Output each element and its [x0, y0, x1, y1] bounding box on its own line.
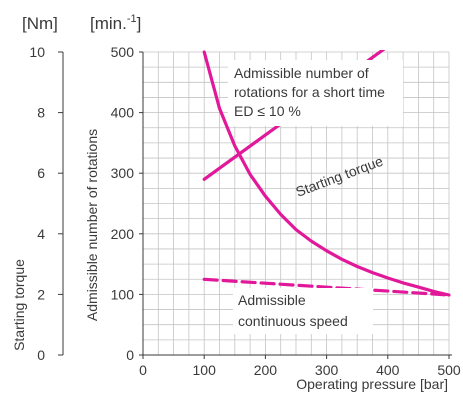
tick-labels: 0 100 200 300 400 500 0 100 200 300 400 500 0 2 4 6 8 10 [29, 44, 460, 378]
x-tick-label: 200 [254, 362, 278, 378]
rotations-tick-label: 300 [111, 165, 135, 181]
starting-torque-annotation: Starting torque [293, 153, 385, 200]
x-axis-label: Operating pressure [bar] [296, 376, 448, 392]
rotations-tick-label: 100 [111, 286, 135, 302]
short-time-annotation: Admissible number of rotations for a sho… [228, 60, 403, 126]
chart-axes [58, 51, 452, 359]
rotations-unit-superscript: -1 [127, 13, 137, 25]
torque-tick-label: 8 [37, 105, 45, 121]
x-tick-label: 400 [376, 362, 400, 378]
torque-tick-label: 6 [37, 165, 45, 181]
rotations-unit-close: ] [137, 14, 142, 33]
short-time-annotation-line-3: ED ≤ 10 % [234, 103, 301, 119]
series-line-short-time-rotations [202, 50, 451, 297]
short-time-annotation-line-1: Admissible number of [234, 65, 369, 81]
torque-tick-label: 0 [37, 347, 45, 363]
continuous-speed-annotation-line-1: Admissible [238, 292, 306, 308]
rotations-tick-label: 0 [126, 347, 134, 363]
short-time-annotation-line-2: rotations for a short time [234, 84, 385, 100]
x-tick-label: 300 [315, 362, 339, 378]
x-tick-label: 500 [437, 362, 461, 378]
x-tick-label: 100 [193, 362, 217, 378]
torque-unit-label: [Nm] [22, 14, 58, 33]
torque-tick-label: 2 [37, 286, 45, 302]
x-tick-label: 0 [139, 362, 147, 378]
rotations-tick-label: 400 [111, 105, 135, 121]
torque-tick-label: 10 [29, 44, 45, 60]
series-line-continuous-speed [202, 277, 451, 297]
rotations-axis-label: Admissible number of rotations [84, 129, 100, 321]
rotations-tick-label: 500 [111, 44, 135, 60]
short-time-annotation-bg [228, 60, 403, 126]
continuous-speed-annotation-line-2: continuous speed [238, 313, 348, 329]
torque-axis-label: Starting torque [11, 259, 27, 351]
rotations-unit-text: [min. [90, 14, 127, 33]
rotations-tick-label: 200 [111, 226, 135, 242]
continuous-speed-annotation-bg [233, 288, 373, 334]
rotations-unit-label: [min.-1] [90, 13, 141, 33]
continuous-speed-annotation: Admissible continuous speed [233, 288, 373, 334]
torque-tick-label: 4 [37, 226, 45, 242]
